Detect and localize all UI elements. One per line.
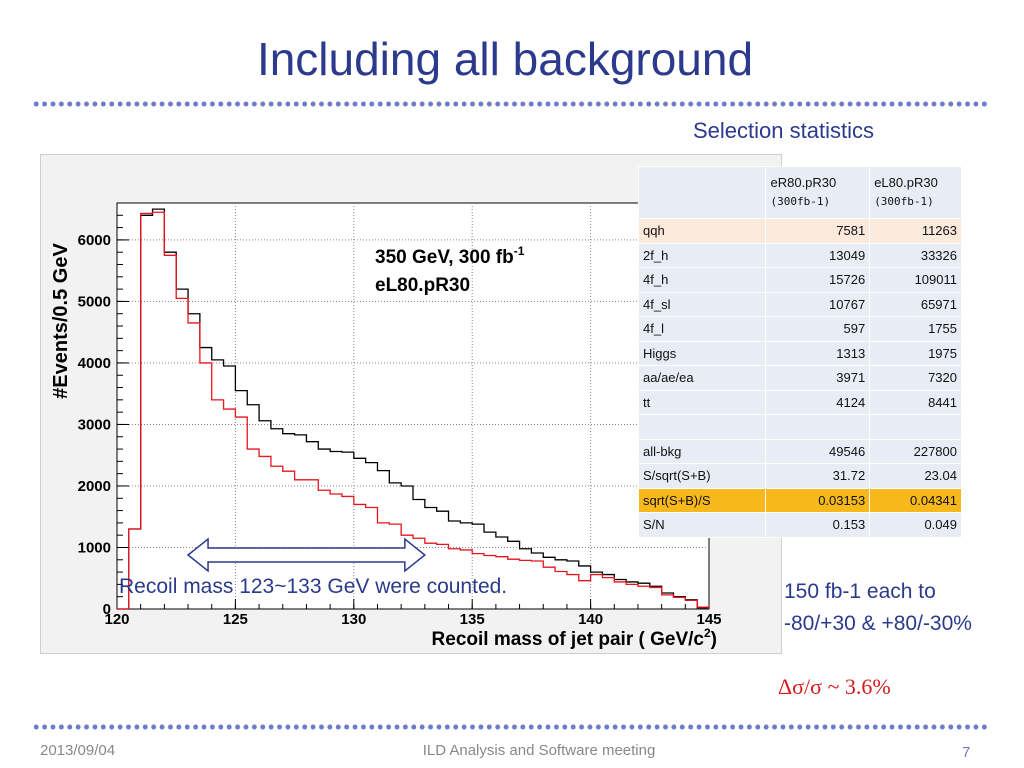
row-label: S/N bbox=[637, 512, 767, 538]
table-header-row: eR80.pR30 (300fb-1) eL80.pR30 (300fb-1) bbox=[637, 166, 962, 219]
x-tick-label: 130 bbox=[341, 611, 366, 628]
polarization-annotation: eL80.pR30 bbox=[375, 275, 470, 296]
energy-lumi-text: 350 GeV, 300 fb bbox=[375, 247, 514, 268]
table-col-header-er80: eR80.pR30 (300fb-1) bbox=[765, 166, 871, 219]
row-value-el80: 33326 bbox=[869, 242, 962, 268]
x-axis-title-sup: 2 bbox=[704, 626, 711, 640]
y-tick-label: 2000 bbox=[78, 478, 111, 495]
table-row: 4f_h 15726 109011 bbox=[637, 267, 962, 293]
row-value-er80: 0.03153 bbox=[765, 487, 871, 513]
y-axis-title: #Events/0.5 GeV bbox=[50, 243, 72, 399]
plot-area bbox=[116, 202, 710, 610]
row-label: aa/ae/ea bbox=[637, 365, 767, 391]
x-tick-label: 125 bbox=[223, 611, 248, 628]
row-value-er80: 15726 bbox=[765, 267, 871, 293]
luminosity-note-line1: 150 fb-1 each to bbox=[784, 580, 936, 603]
histogram-series-1 bbox=[117, 211, 710, 610]
row-value-el80: 11263 bbox=[869, 218, 962, 244]
table-row: 4f_sl 10767 65971 bbox=[637, 291, 962, 317]
row-value-er80 bbox=[765, 414, 871, 440]
table-row: Higgs 1313 1975 bbox=[637, 340, 962, 366]
row-value-el80 bbox=[869, 414, 962, 440]
row-value-el80: 109011 bbox=[869, 267, 962, 293]
luminosity-note-line2: -80/+30 & +80/-30% bbox=[784, 612, 972, 635]
y-tick-label: 6000 bbox=[78, 232, 111, 249]
row-label: S/sqrt(S+B) bbox=[637, 463, 767, 489]
col-header-lumi: (300fb-1) bbox=[770, 195, 831, 208]
table-row bbox=[637, 414, 962, 440]
row-value-er80: 13049 bbox=[765, 242, 871, 268]
x-tick-label: 140 bbox=[578, 611, 603, 628]
selection-statistics-label: Selection statistics bbox=[693, 118, 874, 143]
x-axis-title-text: Recoil mass of jet pair ( GeV/c bbox=[432, 629, 705, 650]
table-corner-cell bbox=[637, 166, 767, 219]
x-axis-title: Recoil mass of jet pair ( GeV/c2) bbox=[432, 626, 717, 650]
range-arrow bbox=[186, 537, 427, 573]
bottom-dotted-divider bbox=[32, 724, 990, 730]
top-dotted-divider bbox=[32, 101, 990, 107]
row-value-er80: 597 bbox=[765, 316, 871, 342]
histogram-series-0 bbox=[117, 208, 710, 610]
table-row: 2f_h 13049 33326 bbox=[637, 242, 962, 268]
row-label bbox=[637, 414, 767, 440]
range-annotation: Recoil mass 123~133 GeV were counted. bbox=[119, 575, 507, 598]
row-value-el80: 7320 bbox=[869, 365, 962, 391]
row-value-er80: 31.72 bbox=[765, 463, 871, 489]
row-value-el80: 0.04341 bbox=[869, 487, 962, 513]
row-value-er80: 3971 bbox=[765, 365, 871, 391]
histogram-svg: 120 125 130 135 140 145 0 1000 2000 3000 4000 5000 6… bbox=[50, 202, 722, 650]
y-tick-label: 3000 bbox=[78, 416, 111, 433]
x-axis-title-end: ) bbox=[711, 629, 717, 650]
energy-lumi-sup: -1 bbox=[514, 244, 525, 258]
row-label: 4f_h bbox=[637, 267, 767, 293]
footer-meeting-name: ILD Analysis and Software meeting bbox=[422, 742, 656, 759]
table-row: sqrt(S+B)/S 0.03153 0.04341 bbox=[637, 487, 962, 513]
row-label: sqrt(S+B)/S bbox=[637, 487, 767, 513]
row-value-er80: 1313 bbox=[765, 340, 871, 366]
y-tick-label: 1000 bbox=[78, 539, 111, 556]
row-label: all-bkg bbox=[637, 438, 767, 464]
col-header-name: eL80.pR30 bbox=[874, 175, 938, 190]
row-value-el80: 1975 bbox=[869, 340, 962, 366]
x-tick-label: 120 bbox=[104, 611, 129, 628]
row-value-el80: 23.04 bbox=[869, 463, 962, 489]
y-tick-label: 5000 bbox=[78, 293, 111, 310]
row-label: 2f_h bbox=[637, 242, 767, 268]
table-row: tt 4124 8441 bbox=[637, 389, 962, 415]
row-label: 4f_l bbox=[637, 316, 767, 342]
slide-title: Including all background bbox=[256, 33, 754, 85]
row-value-er80: 0.153 bbox=[765, 512, 871, 538]
col-header-name: eR80.pR30 bbox=[770, 175, 837, 190]
row-value-el80: 65971 bbox=[869, 291, 962, 317]
row-value-el80: 1755 bbox=[869, 316, 962, 342]
table-row: 4f_l 597 1755 bbox=[637, 316, 962, 342]
energy-lumi-annotation: 350 GeV, 300 fb-1 bbox=[375, 244, 525, 268]
row-label: tt bbox=[637, 389, 767, 415]
selection-statistics-table: eR80.pR30 (300fb-1) eL80.pR30 (300fb-1) qq… bbox=[637, 166, 962, 538]
row-value-er80: 49546 bbox=[765, 438, 871, 464]
x-tick-label: 145 bbox=[696, 611, 721, 628]
table-row: aa/ae/ea 3971 7320 bbox=[637, 365, 962, 391]
y-tick-label: 0 bbox=[103, 601, 111, 618]
table-row: all-bkg 49546 227800 bbox=[637, 438, 962, 464]
col-header-lumi: (300fb-1) bbox=[874, 195, 934, 208]
row-label: 4f_sl bbox=[637, 291, 767, 317]
page-number: 7 bbox=[962, 744, 971, 761]
row-value-el80: 8441 bbox=[869, 389, 962, 415]
y-tick-label: 4000 bbox=[78, 355, 111, 372]
table-row: S/N 0.153 0.049 bbox=[637, 512, 962, 538]
table-col-header-el80: eL80.pR30 (300fb-1) bbox=[869, 166, 962, 219]
table-row: qqh 7581 11263 bbox=[637, 218, 962, 244]
row-value-el80: 227800 bbox=[869, 438, 962, 464]
row-label: Higgs bbox=[637, 340, 767, 366]
row-value-el80: 0.049 bbox=[869, 512, 962, 538]
row-value-er80: 7581 bbox=[765, 218, 871, 244]
table-row: S/sqrt(S+B) 31.72 23.04 bbox=[637, 463, 962, 489]
row-value-er80: 10767 bbox=[765, 291, 871, 317]
footer-date: 2013/09/04 bbox=[40, 742, 116, 759]
row-label: qqh bbox=[637, 218, 767, 244]
x-tick-label: 135 bbox=[460, 611, 485, 628]
sigma-result: Δσ/σ ~ 3.6% bbox=[778, 674, 891, 699]
row-value-er80: 4124 bbox=[765, 389, 871, 415]
